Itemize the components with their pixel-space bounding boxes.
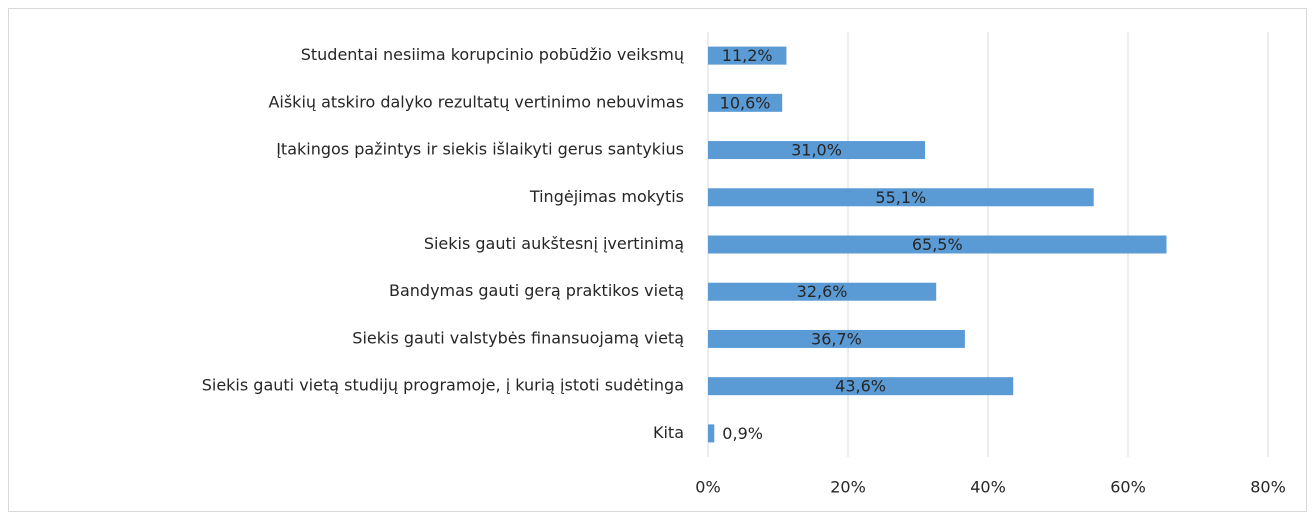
- x-tick-label: 40%: [970, 478, 1006, 497]
- data-label: 10,6%: [720, 93, 771, 112]
- bar: [708, 141, 925, 160]
- y-tick-label: Studentai nesiima korupcinio pobūdžio ve…: [301, 45, 684, 64]
- x-tick-label: 80%: [1250, 478, 1286, 497]
- bar: [708, 282, 937, 301]
- data-label: 0,9%: [722, 424, 763, 443]
- data-label: 32,6%: [797, 282, 848, 301]
- bar: [708, 235, 1167, 254]
- x-tick-label: 60%: [1110, 478, 1146, 497]
- bar: [708, 424, 715, 443]
- data-label: 65,5%: [912, 235, 963, 254]
- y-tick-label: Siekis gauti aukštesnį įvertinimą: [424, 234, 684, 253]
- x-tick-label: 20%: [830, 478, 866, 497]
- bar: [708, 377, 1014, 396]
- y-tick-label: Siekis gauti valstybės finansuojamą viet…: [352, 328, 684, 347]
- data-label: 11,2%: [722, 46, 773, 65]
- y-tick-label: Tingėjimas mokytis: [529, 187, 684, 206]
- y-tick-label: Kita: [653, 423, 684, 442]
- y-tick-label: Siekis gauti vietą studijų programoje, į…: [202, 376, 684, 395]
- data-label: 31,0%: [791, 141, 842, 160]
- data-label: 36,7%: [811, 329, 862, 348]
- y-tick-label: Įtakingos pažintys ir siekis išlaikyti g…: [276, 140, 684, 159]
- bar: [708, 329, 965, 348]
- bar: [708, 188, 1094, 207]
- data-label: 43,6%: [835, 377, 886, 396]
- y-tick-label: Bandymas gauti gerą praktikos vietą: [389, 281, 684, 300]
- y-tick-label: Aiškių atskiro dalyko rezultatų vertinim…: [268, 92, 684, 111]
- x-tick-label: 0%: [695, 478, 720, 497]
- bar: [708, 46, 787, 65]
- bar: [708, 93, 783, 112]
- chart-border: [8, 8, 1307, 512]
- data-label: 55,1%: [875, 188, 926, 207]
